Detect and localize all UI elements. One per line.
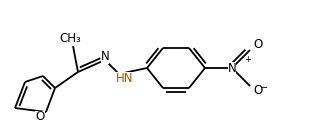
Text: N: N [228,61,236,74]
Text: O: O [253,38,262,51]
Text: +: + [244,55,251,65]
Text: O: O [36,110,45,123]
Text: CH₃: CH₃ [59,32,81,45]
Text: HN: HN [116,72,133,85]
Text: −: − [260,83,268,93]
Text: O: O [253,83,262,96]
Text: N: N [101,51,109,64]
